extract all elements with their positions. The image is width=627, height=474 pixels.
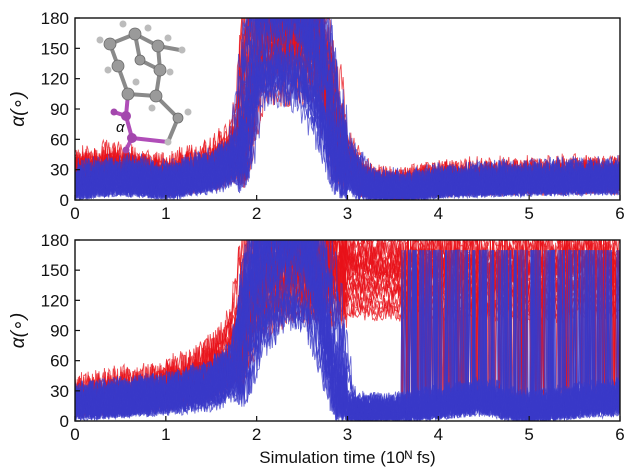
yticks-top: 0 30 60 90 120 150 180 bbox=[41, 9, 80, 210]
x-tick-label: 0 bbox=[70, 425, 79, 444]
y-tick-label: 120 bbox=[41, 291, 69, 310]
y-tick-label: 60 bbox=[50, 352, 69, 371]
yticks-bottom: 0 30 60 90 120 150 180 bbox=[41, 231, 80, 431]
y-tick-label: 150 bbox=[41, 39, 69, 58]
x-tick-label: 1 bbox=[161, 425, 170, 444]
x-tick-label: 5 bbox=[524, 204, 533, 223]
x-tick-label: 2 bbox=[252, 204, 261, 223]
x-tick-label: 1 bbox=[161, 204, 170, 223]
x-tick-label: 2 bbox=[252, 425, 261, 444]
panel-bottom: 0 30 60 90 120 150 180 0 1 2 3 4 5 6 α(∘) Simulation… bbox=[8, 231, 625, 467]
y-tick-label: 60 bbox=[50, 130, 69, 149]
x-tick-label: 6 bbox=[615, 425, 624, 444]
ylabel-top: α(∘) bbox=[8, 91, 29, 126]
y-tick-label: 0 bbox=[60, 191, 69, 210]
y-tick-label: 180 bbox=[41, 231, 69, 250]
y-tick-label: 30 bbox=[50, 382, 69, 401]
y-tick-label: 120 bbox=[41, 70, 69, 89]
xlabel-bottom: Simulation time (10ᴺ fs) bbox=[259, 448, 435, 467]
xticks-top: 0 1 2 3 4 5 6 bbox=[70, 195, 625, 223]
x-tick-label: 0 bbox=[70, 204, 79, 223]
y-tick-label: 150 bbox=[41, 261, 69, 280]
x-tick-label: 6 bbox=[615, 204, 624, 223]
trajectory-line bbox=[75, 31, 620, 200]
x-tick-label: 4 bbox=[434, 204, 443, 223]
x-tick-label: 3 bbox=[343, 204, 352, 223]
alpha-label: α bbox=[116, 119, 125, 136]
x-tick-label: 5 bbox=[524, 425, 533, 444]
y-tick-label: 90 bbox=[50, 322, 69, 341]
y-tick-label: 0 bbox=[60, 412, 69, 431]
x-tick-label: 4 bbox=[434, 425, 443, 444]
ylabel-bottom: α(∘) bbox=[8, 313, 29, 348]
molecule-icon: α bbox=[96, 20, 192, 154]
traces-bottom bbox=[75, 240, 620, 421]
y-tick-label: 30 bbox=[50, 161, 69, 180]
y-tick-label: 90 bbox=[50, 100, 69, 119]
y-tick-label: 180 bbox=[41, 9, 69, 28]
panel-top: 0 30 60 90 120 150 180 0 1 2 3 4 5 6 α(∘) bbox=[8, 9, 625, 223]
x-tick-label: 3 bbox=[343, 425, 352, 444]
xticks-bottom: 0 1 2 3 4 5 6 bbox=[70, 416, 625, 444]
